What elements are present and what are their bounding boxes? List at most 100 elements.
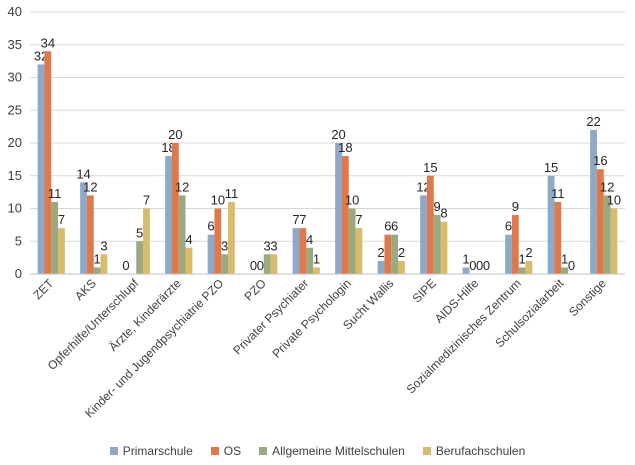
chart-legend: Primarschule OS Allgemeine Mittelschulen Be… bbox=[0, 440, 635, 462]
bar bbox=[525, 260, 533, 274]
data-label: 7 bbox=[299, 212, 306, 227]
bar bbox=[171, 143, 179, 274]
bar bbox=[263, 254, 271, 274]
data-label: 1 bbox=[519, 251, 526, 266]
y-tick-label: 0 bbox=[15, 266, 22, 281]
legend-label: Primarschule bbox=[122, 444, 193, 458]
data-label: 7 bbox=[292, 212, 299, 227]
legend-swatch bbox=[210, 447, 219, 455]
data-label: 11 bbox=[48, 186, 62, 201]
bar bbox=[561, 267, 569, 274]
data-label: 6 bbox=[505, 219, 512, 234]
legend-swatch bbox=[259, 447, 268, 455]
data-label: 22 bbox=[586, 114, 600, 129]
bar bbox=[377, 260, 385, 274]
category-label: AKS bbox=[72, 276, 99, 303]
data-label: 0 bbox=[568, 258, 575, 273]
bar bbox=[207, 234, 215, 274]
bar bbox=[518, 267, 526, 274]
data-label: 5 bbox=[136, 225, 143, 240]
bar bbox=[610, 208, 618, 274]
data-label: 7 bbox=[143, 193, 150, 208]
bar bbox=[221, 254, 229, 274]
bar bbox=[100, 254, 108, 274]
y-tick-label: 5 bbox=[15, 233, 22, 248]
data-label: 0 bbox=[250, 258, 257, 273]
bar bbox=[165, 156, 172, 274]
data-label: 9 bbox=[434, 199, 441, 214]
legend-item: Primarschule bbox=[109, 444, 193, 458]
category-label: Ärzte, Kinderärzte bbox=[106, 276, 184, 354]
data-label: 3 bbox=[264, 238, 271, 253]
bar bbox=[306, 247, 314, 274]
bar bbox=[355, 228, 363, 274]
bar bbox=[462, 267, 470, 274]
data-label: 0 bbox=[476, 258, 483, 273]
data-label: 0 bbox=[122, 258, 129, 273]
legend-item: OS bbox=[210, 444, 242, 458]
category-label: Privater Psychiater bbox=[230, 276, 311, 357]
legend-item: Allgemeine Mittelschulen bbox=[259, 444, 405, 458]
bar bbox=[398, 260, 405, 274]
data-label: 9 bbox=[512, 199, 519, 214]
data-label: 11 bbox=[551, 186, 565, 201]
bar bbox=[440, 221, 448, 274]
data-label: 10 bbox=[607, 193, 621, 208]
bar bbox=[37, 64, 45, 275]
bar bbox=[590, 129, 597, 274]
bar bbox=[44, 51, 52, 274]
bar bbox=[86, 195, 94, 274]
data-label: 7 bbox=[355, 212, 362, 227]
y-tick-label: 25 bbox=[8, 102, 22, 117]
data-label: 34 bbox=[41, 35, 55, 50]
bar-chart: 05101520253035403234117ZET141213AKS057Op… bbox=[8, 4, 625, 421]
bar bbox=[270, 254, 278, 274]
data-label: 6 bbox=[391, 219, 398, 234]
bar bbox=[185, 247, 193, 274]
y-tick-label: 10 bbox=[8, 201, 22, 216]
bar bbox=[341, 156, 349, 274]
bar bbox=[228, 201, 235, 274]
data-label: 8 bbox=[440, 206, 447, 221]
data-label: 2 bbox=[525, 245, 532, 260]
data-label: 4 bbox=[185, 232, 192, 247]
data-label: 16 bbox=[593, 153, 607, 168]
data-label: 2 bbox=[398, 245, 405, 260]
data-label: 15 bbox=[423, 160, 437, 175]
legend-item: Berufachschulen bbox=[422, 444, 525, 458]
category-label: Private Psychologin bbox=[269, 276, 353, 360]
data-label: 3 bbox=[270, 238, 277, 253]
data-label: 4 bbox=[306, 232, 313, 247]
data-label: 1 bbox=[462, 251, 469, 266]
data-label: 1 bbox=[94, 251, 101, 266]
data-label: 0 bbox=[257, 258, 264, 273]
data-label: 20 bbox=[331, 127, 345, 142]
data-label: 0 bbox=[483, 258, 490, 273]
bar bbox=[596, 169, 604, 274]
bar bbox=[299, 228, 307, 274]
category-label: Sonstige bbox=[566, 276, 609, 319]
bar bbox=[420, 195, 427, 274]
bar bbox=[348, 208, 356, 274]
bar bbox=[426, 175, 434, 274]
bar bbox=[313, 267, 320, 274]
y-tick-label: 15 bbox=[8, 168, 22, 183]
data-label: 12 bbox=[175, 179, 189, 194]
bar bbox=[80, 182, 87, 274]
bar bbox=[178, 195, 186, 274]
data-label: 7 bbox=[58, 212, 65, 227]
category-label: ZET bbox=[30, 276, 56, 302]
data-label: 1 bbox=[561, 251, 568, 266]
bar bbox=[335, 143, 342, 274]
legend-label: OS bbox=[223, 444, 242, 458]
bar bbox=[292, 228, 300, 274]
bar bbox=[603, 195, 611, 274]
data-label: 12 bbox=[600, 179, 614, 194]
bar bbox=[391, 234, 399, 274]
data-label: 18 bbox=[338, 140, 352, 155]
bar bbox=[433, 215, 441, 274]
category-label: SIPE bbox=[410, 276, 439, 305]
data-label: 10 bbox=[345, 193, 359, 208]
legend-label: Allgemeine Mittelschulen bbox=[272, 444, 405, 458]
data-label: 2 bbox=[377, 245, 384, 260]
